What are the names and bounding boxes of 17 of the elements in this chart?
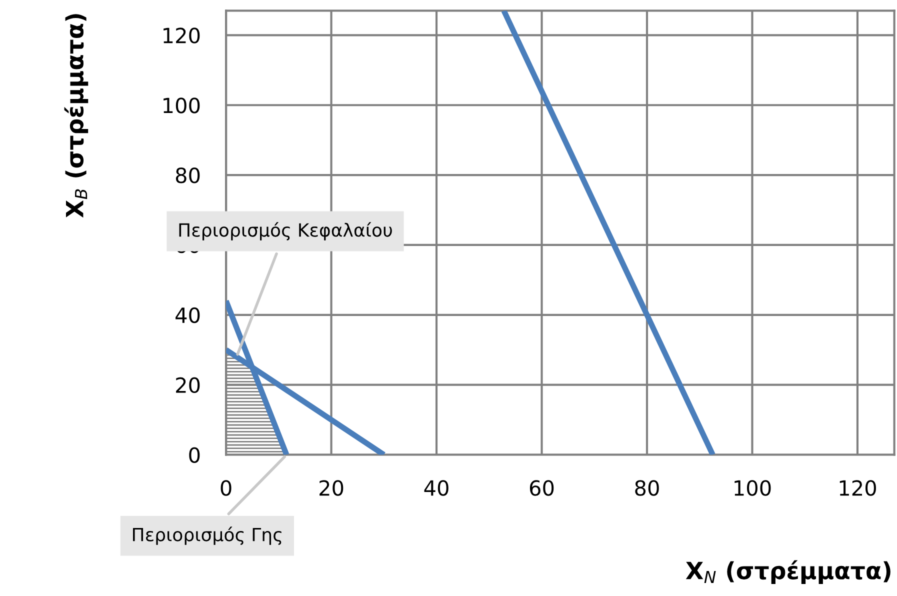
x-tick-label: 120 <box>840 480 876 496</box>
x-tick-label: 40 <box>424 480 448 496</box>
x-tick-label: 20 <box>320 480 344 496</box>
x-tick-label: 0 <box>220 480 232 496</box>
x-axis-title: X$_{N}$ (στρέμματα) <box>686 560 890 584</box>
y-axis-title: X$_{B}$ (στρέμματα) <box>64 14 88 218</box>
y-tick-label: 100 <box>164 98 200 114</box>
y-tick-label: 20 <box>176 377 200 394</box>
annotation: Περιορισμός Κεφαλαίου <box>179 222 392 240</box>
y-tick-label: 40 <box>176 307 200 324</box>
x-tick-label: 60 <box>530 480 554 496</box>
y-tick-label: 120 <box>164 28 200 44</box>
y-tick-label: 80 <box>176 168 200 184</box>
y-tick-label: 0 <box>189 447 200 463</box>
x-tick-label: 100 <box>734 480 771 496</box>
x-tick-label: 80 <box>635 480 659 496</box>
annotation: Περιορισμός Γης <box>133 526 282 545</box>
